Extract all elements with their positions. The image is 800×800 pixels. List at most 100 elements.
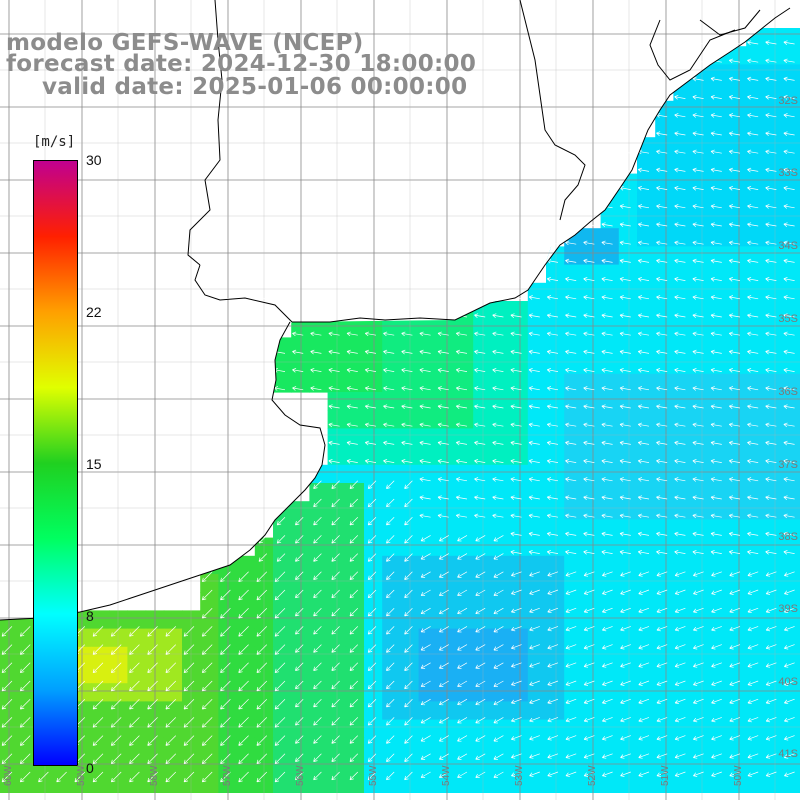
wind-arrow bbox=[511, 735, 522, 741]
wind-arrow bbox=[183, 717, 195, 728]
wind-arrow bbox=[313, 571, 322, 580]
wind-arrow bbox=[474, 367, 486, 373]
lat-label-34s: 34S bbox=[778, 240, 798, 252]
wind-arrow bbox=[386, 717, 395, 726]
wind-arrow bbox=[747, 40, 759, 45]
wind-arrow bbox=[201, 626, 213, 637]
wind-arrow bbox=[710, 349, 722, 355]
wind-arrow bbox=[583, 258, 595, 264]
wind-arrow bbox=[656, 258, 668, 264]
wind-arrow bbox=[728, 386, 741, 391]
wind-arrow bbox=[710, 495, 722, 500]
wind-arrow bbox=[602, 717, 613, 723]
wind-arrow bbox=[638, 589, 650, 595]
wind-arrow bbox=[19, 698, 31, 710]
wind-arrow bbox=[728, 331, 741, 337]
wind-arrow bbox=[437, 404, 449, 409]
wind-arrow bbox=[747, 76, 759, 82]
wind-arrow bbox=[183, 662, 195, 674]
wind-arrow bbox=[601, 440, 613, 446]
wind-arrow bbox=[310, 349, 322, 355]
wind-arrow bbox=[474, 513, 486, 519]
wind-arrow bbox=[747, 440, 759, 446]
forecast-date: forecast date: 2024-12-30 18:00:00 bbox=[6, 51, 477, 77]
wind-arrow bbox=[601, 258, 613, 264]
wind-arrow bbox=[710, 40, 722, 45]
wind-arrow bbox=[710, 367, 722, 373]
wind-arrow bbox=[747, 295, 759, 300]
wind-arrow bbox=[565, 698, 577, 705]
wind-arrow bbox=[765, 531, 777, 537]
wind-arrow bbox=[711, 771, 722, 777]
wind-arrow bbox=[510, 531, 522, 537]
wind-arrow bbox=[693, 753, 704, 759]
wind-arrow bbox=[583, 607, 595, 614]
wind-arrow bbox=[710, 422, 722, 428]
wind-arrow bbox=[529, 753, 540, 759]
wind-arrow bbox=[692, 258, 704, 264]
wind-arrow bbox=[747, 276, 759, 282]
wind-arrow bbox=[220, 589, 231, 601]
wind-arrow bbox=[528, 367, 540, 373]
wind-arrow bbox=[165, 644, 177, 655]
wind-arrow bbox=[547, 589, 559, 595]
wind-arrow bbox=[349, 571, 359, 580]
wind-arrow bbox=[765, 735, 777, 741]
wind-arrow bbox=[510, 477, 522, 482]
wind-arrow bbox=[56, 771, 67, 783]
wind-arrow bbox=[765, 295, 777, 300]
wind-arrow bbox=[565, 422, 577, 428]
wind-arrow bbox=[238, 589, 249, 601]
wind-arrow bbox=[710, 295, 722, 300]
wind-arrow bbox=[493, 753, 504, 760]
wind-arrow bbox=[765, 258, 777, 264]
wind-arrow bbox=[528, 531, 540, 537]
wind-arrow bbox=[492, 458, 504, 464]
wind-arrow bbox=[510, 386, 522, 391]
wind-arrow bbox=[583, 422, 595, 428]
wind-arrow bbox=[457, 662, 468, 669]
wind-arrow bbox=[565, 549, 577, 555]
wind-arrow bbox=[331, 535, 340, 544]
wind-arrow bbox=[565, 771, 577, 777]
wind-arrow bbox=[493, 771, 504, 778]
wind-arrow bbox=[783, 495, 795, 500]
wind-arrow bbox=[349, 553, 359, 562]
wind-arrow bbox=[565, 607, 577, 614]
wind-arrow bbox=[474, 422, 486, 428]
wind-arrow bbox=[747, 58, 759, 64]
wind-arrow bbox=[692, 76, 704, 82]
wind-arrow bbox=[528, 422, 540, 428]
wind-arrow bbox=[583, 276, 595, 282]
wind-arrow bbox=[295, 698, 304, 708]
wind-arrow bbox=[656, 440, 668, 446]
wind-arrow bbox=[147, 662, 158, 674]
wind-arrow bbox=[711, 589, 722, 595]
wind-arrow bbox=[619, 149, 631, 155]
wind-arrow bbox=[19, 735, 31, 746]
wind-arrow bbox=[201, 698, 213, 710]
wind-arrow bbox=[455, 458, 468, 464]
wind-arrow bbox=[546, 349, 559, 355]
wind-arrow bbox=[692, 367, 704, 373]
model-title: modelo GEFS-WAVE (NCEP) bbox=[6, 30, 364, 56]
wind-arrow bbox=[674, 149, 686, 155]
wind-arrow bbox=[693, 644, 704, 650]
wind-arrow bbox=[765, 40, 777, 45]
wind-arrow bbox=[457, 607, 468, 615]
wind-arrow bbox=[313, 480, 322, 489]
wind-arrow bbox=[528, 313, 540, 318]
wind-arrow bbox=[492, 386, 504, 391]
wind-arrow bbox=[331, 571, 340, 580]
wind-arrow bbox=[546, 367, 559, 373]
wind-arrow bbox=[747, 331, 759, 337]
wind-arrow bbox=[220, 680, 231, 692]
wind-arrow bbox=[92, 644, 104, 655]
wind-arrow bbox=[765, 571, 777, 577]
wind-arrow bbox=[147, 626, 158, 637]
wind-arrow bbox=[728, 58, 741, 64]
wind-arrow bbox=[110, 644, 122, 655]
wind-arrow bbox=[674, 626, 686, 632]
wind-arrow bbox=[292, 349, 304, 355]
wind-arrow bbox=[583, 240, 595, 246]
